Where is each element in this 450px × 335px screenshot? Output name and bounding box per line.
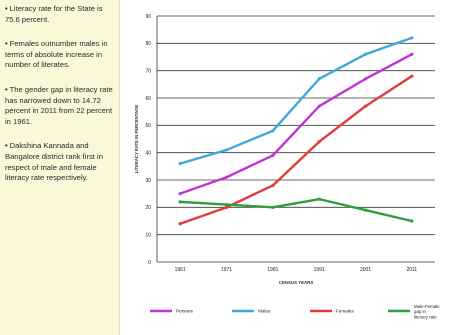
y-tick-label: 40 xyxy=(145,150,151,156)
note-item: • The gender gap in literacy rate has nar… xyxy=(5,84,113,126)
data-point xyxy=(317,140,321,144)
note-text: Literacy rate for the State is 75.6 perc… xyxy=(5,4,103,24)
data-point xyxy=(224,175,229,179)
data-point xyxy=(317,77,321,81)
y-tick-label: 50 xyxy=(145,123,151,129)
legend-label: Male-Female gap in literacy rate xyxy=(414,304,440,319)
series-line-0 xyxy=(179,53,413,195)
data-point xyxy=(363,208,368,212)
y-tick-label: 80 xyxy=(145,41,151,47)
y-tick-label: 70 xyxy=(145,68,151,74)
note-text: The gender gap in literacy rate has narr… xyxy=(5,84,113,126)
x-tick-label: 2011 xyxy=(406,267,417,273)
y-axis-label: LITERACY RATE IN PERCENTAGE xyxy=(134,105,139,174)
legend-label: Males xyxy=(258,309,271,314)
series-line-1 xyxy=(179,36,413,165)
legend-label: Persons xyxy=(176,309,194,314)
note-item: • Literacy rate for the State is 75.6 per… xyxy=(5,4,103,24)
grid-lines xyxy=(156,15,435,263)
data-point xyxy=(363,52,368,56)
y-tick-labels: 0 10 20 30 40 50 60 70 80 90 xyxy=(145,14,151,266)
series-lines xyxy=(178,36,414,226)
data-point xyxy=(317,197,321,201)
data-point xyxy=(410,36,414,40)
y-tick-label: 90 xyxy=(145,14,151,20)
note-text: Dakshina Kannada and Bangalore district … xyxy=(5,141,103,183)
data-point xyxy=(178,162,182,166)
chart-background xyxy=(120,0,450,335)
legend: Persons Males Females Male-Female gap in lite… xyxy=(150,304,440,319)
y-tick-label: 20 xyxy=(145,205,151,211)
x-tick-label: 1981 xyxy=(267,267,278,273)
notes-panel: • Literacy rate for the State is 75.6 per… xyxy=(0,0,120,335)
data-point xyxy=(271,205,275,209)
y-tick-label: 30 xyxy=(145,178,151,184)
data-point xyxy=(317,104,321,108)
y-tick-label: 60 xyxy=(145,96,151,102)
x-tick-labels: 1961 1971 1981 1991 2001 2011 xyxy=(175,267,418,273)
note-text: Females outnumber males in terms of abso… xyxy=(5,39,108,70)
x-tick-label: 2001 xyxy=(360,267,371,273)
data-point xyxy=(224,203,229,207)
data-point xyxy=(178,222,182,226)
data-point xyxy=(178,200,182,204)
y-tick-label: 0 xyxy=(148,260,151,266)
x-tick-label: 1961 xyxy=(175,267,186,273)
note-item: • Dakshina Kannada and Bangalore district… xyxy=(5,141,103,183)
x-axis-label: CENSUS YEARS xyxy=(279,280,314,285)
data-point xyxy=(271,183,275,188)
data-point xyxy=(271,129,275,133)
data-point xyxy=(410,52,414,56)
data-point xyxy=(363,104,368,108)
data-point xyxy=(410,219,414,223)
literacy-line-chart: 0 10 20 30 40 50 60 70 80 90 1961 1971 1981 1991 2001… xyxy=(120,0,450,335)
y-tick-label: 10 xyxy=(145,232,151,238)
data-point xyxy=(178,192,182,196)
data-point xyxy=(410,74,414,78)
data-point xyxy=(271,153,275,157)
data-point xyxy=(224,205,229,209)
note-item: • Females outnumber males in terms of abs… xyxy=(5,39,108,70)
data-point xyxy=(224,148,229,152)
x-tick-label: 1991 xyxy=(314,267,325,273)
data-point xyxy=(363,77,368,81)
series-line-3 xyxy=(180,197,413,223)
legend-label: Females xyxy=(336,309,354,314)
x-tick-label: 1971 xyxy=(221,267,232,273)
series-line-2 xyxy=(179,75,413,225)
